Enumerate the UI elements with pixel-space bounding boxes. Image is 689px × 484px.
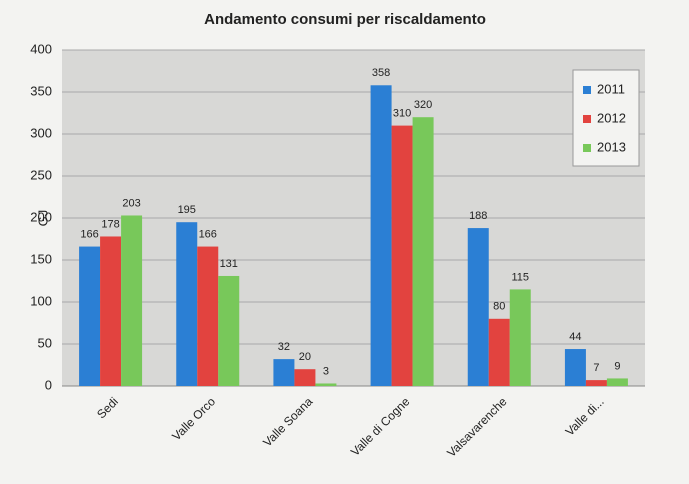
y-tick-label: 0 [45,377,52,392]
legend-swatch [583,86,591,94]
y-tick-label: 400 [30,41,52,56]
y-tick-label: 350 [30,83,52,98]
data-label: 80 [493,301,505,313]
data-label: 20 [299,351,311,363]
bar [391,125,413,386]
chart-title: Andamento consumi per riscaldamento [204,11,486,28]
data-label: 188 [469,210,487,222]
y-tick-label: 300 [30,125,52,140]
data-label: 195 [178,204,196,216]
data-label: 358 [372,67,390,79]
y-tick-label: 150 [30,251,52,266]
bar [294,369,316,386]
legend-label: 2011 [597,81,625,96]
y-tick-label: 50 [38,335,52,350]
data-label: 166 [199,228,217,240]
bar [606,378,628,386]
data-label: 166 [80,228,98,240]
bar [121,215,143,386]
data-label: 9 [614,360,620,372]
data-label: 7 [593,362,599,374]
bar [412,117,434,386]
legend-swatch [583,115,591,123]
legend-label: 2013 [597,139,626,154]
bar [218,275,240,386]
bar [315,383,337,386]
data-label: 131 [220,258,238,270]
bar [488,318,510,386]
data-label: 178 [101,218,119,230]
bar [370,85,392,386]
data-label: 3 [323,365,329,377]
bar [100,236,122,386]
data-label: 44 [569,331,581,343]
legend-swatch [583,144,591,152]
bar [585,380,607,386]
y-tick-label: 100 [30,293,52,308]
bar [176,222,198,386]
bar [273,359,295,386]
bar [467,228,489,386]
y-axis-label: GJ [35,210,50,227]
data-label: 115 [511,271,529,283]
bar [564,349,586,386]
data-label: 320 [414,99,432,111]
y-tick-label: 250 [30,167,52,182]
bar [509,289,531,386]
data-label: 310 [393,108,411,120]
y-tick-label: 200 [30,209,52,224]
legend-label: 2012 [597,110,626,125]
data-label: 203 [122,197,140,209]
bar [197,246,219,386]
data-label: 32 [278,341,290,353]
bar [79,246,101,386]
